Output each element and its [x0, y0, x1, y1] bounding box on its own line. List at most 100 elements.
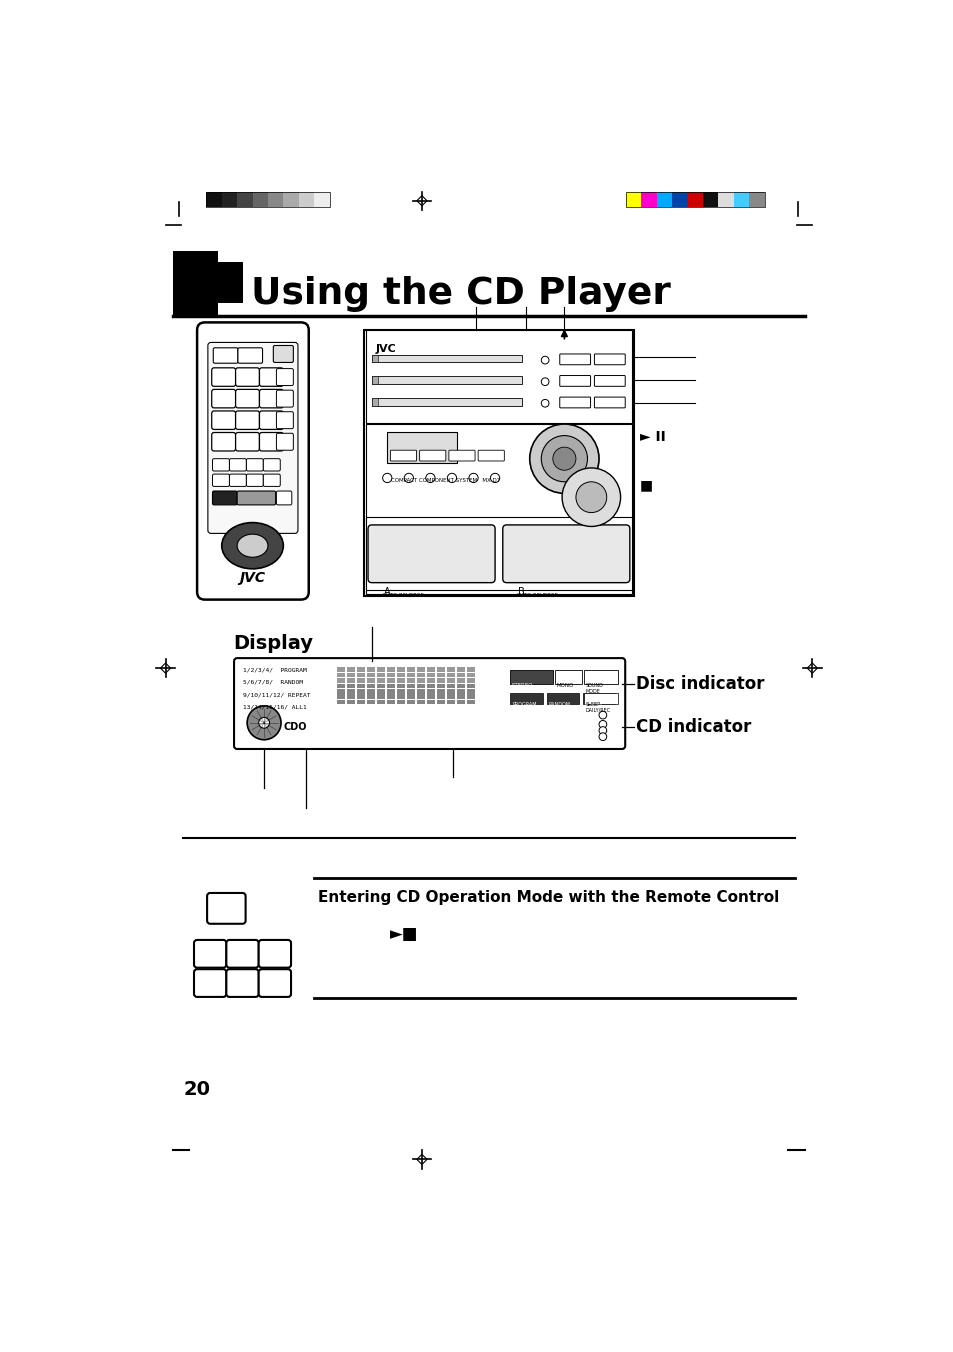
- Circle shape: [425, 473, 435, 483]
- FancyBboxPatch shape: [237, 491, 275, 504]
- Bar: [436, 700, 444, 704]
- Circle shape: [447, 473, 456, 483]
- Bar: [347, 684, 355, 688]
- Bar: [656, 192, 672, 207]
- Bar: [510, 692, 542, 703]
- Bar: [427, 668, 435, 672]
- Bar: [436, 695, 444, 699]
- Bar: [237, 192, 253, 207]
- Bar: [687, 192, 702, 207]
- FancyBboxPatch shape: [559, 397, 590, 408]
- Text: ►■: ►■: [389, 925, 417, 942]
- FancyBboxPatch shape: [212, 368, 235, 387]
- Bar: [336, 679, 345, 683]
- Text: 5/6/7/8/  RANDOM: 5/6/7/8/ RANDOM: [243, 680, 303, 684]
- Bar: [447, 668, 455, 672]
- FancyBboxPatch shape: [274, 346, 293, 362]
- Polygon shape: [160, 662, 171, 673]
- FancyBboxPatch shape: [390, 450, 416, 461]
- Bar: [387, 690, 395, 694]
- Bar: [407, 679, 415, 683]
- Text: SLEEP
DAILY/REC: SLEEP DAILY/REC: [584, 702, 610, 713]
- Bar: [336, 673, 345, 677]
- Bar: [356, 673, 365, 677]
- Bar: [427, 673, 435, 677]
- Text: COMPACT COMPONENT SYSTEM   MX-D7: COMPACT COMPONENT SYSTEM MX-D7: [391, 479, 500, 483]
- Bar: [396, 695, 405, 699]
- Bar: [347, 700, 355, 704]
- Bar: [456, 695, 464, 699]
- Polygon shape: [416, 196, 427, 206]
- Bar: [367, 668, 375, 672]
- Bar: [625, 192, 763, 207]
- Bar: [372, 376, 377, 384]
- Circle shape: [598, 711, 606, 719]
- Bar: [456, 700, 464, 704]
- FancyBboxPatch shape: [276, 433, 293, 450]
- Bar: [356, 679, 365, 683]
- FancyBboxPatch shape: [263, 458, 280, 470]
- Bar: [367, 673, 375, 677]
- Bar: [387, 684, 395, 688]
- Circle shape: [540, 399, 548, 407]
- Bar: [447, 690, 455, 694]
- Bar: [314, 192, 329, 207]
- Text: ■: ■: [639, 479, 652, 492]
- Circle shape: [529, 425, 598, 493]
- FancyBboxPatch shape: [237, 347, 262, 364]
- Circle shape: [552, 448, 576, 470]
- Bar: [372, 376, 521, 384]
- FancyBboxPatch shape: [263, 475, 280, 487]
- Ellipse shape: [221, 523, 283, 569]
- Bar: [407, 684, 415, 688]
- Circle shape: [540, 435, 587, 481]
- Bar: [376, 695, 385, 699]
- FancyBboxPatch shape: [368, 525, 495, 583]
- Ellipse shape: [237, 534, 268, 557]
- Bar: [467, 695, 475, 699]
- Bar: [365, 425, 632, 595]
- FancyBboxPatch shape: [449, 450, 475, 461]
- Bar: [336, 668, 345, 672]
- Bar: [347, 679, 355, 683]
- FancyBboxPatch shape: [259, 368, 283, 387]
- FancyBboxPatch shape: [235, 368, 259, 387]
- Text: Using the CD Player: Using the CD Player: [251, 276, 670, 312]
- Bar: [447, 679, 455, 683]
- Bar: [372, 397, 521, 406]
- Bar: [436, 673, 444, 677]
- Bar: [206, 192, 221, 207]
- Circle shape: [258, 718, 269, 729]
- Bar: [347, 668, 355, 672]
- Circle shape: [576, 481, 606, 512]
- Bar: [546, 692, 578, 703]
- Text: Display: Display: [233, 634, 313, 653]
- Bar: [396, 700, 405, 704]
- Bar: [510, 671, 552, 684]
- Text: A: A: [383, 587, 390, 596]
- Bar: [364, 330, 633, 596]
- FancyBboxPatch shape: [226, 940, 258, 968]
- Polygon shape: [806, 662, 817, 673]
- Bar: [376, 679, 385, 683]
- Bar: [396, 684, 405, 688]
- Bar: [356, 684, 365, 688]
- Text: 1/2/3/4/  PROGRAM: 1/2/3/4/ PROGRAM: [243, 668, 307, 672]
- Bar: [387, 679, 395, 683]
- Text: PROGRAM: PROGRAM: [512, 702, 536, 707]
- FancyBboxPatch shape: [276, 491, 292, 504]
- Bar: [221, 192, 237, 207]
- Text: 9/10/11/12/ REPEAT: 9/10/11/12/ REPEAT: [243, 692, 311, 698]
- Circle shape: [382, 473, 392, 483]
- Bar: [447, 695, 455, 699]
- Bar: [640, 192, 656, 207]
- Bar: [407, 690, 415, 694]
- Text: 13/14/15/16/ ALL1: 13/14/15/16/ ALL1: [243, 704, 307, 710]
- Bar: [582, 692, 615, 703]
- FancyBboxPatch shape: [235, 389, 259, 408]
- FancyBboxPatch shape: [259, 411, 283, 430]
- FancyBboxPatch shape: [235, 433, 259, 452]
- Bar: [336, 695, 345, 699]
- Bar: [372, 397, 377, 406]
- Bar: [456, 673, 464, 677]
